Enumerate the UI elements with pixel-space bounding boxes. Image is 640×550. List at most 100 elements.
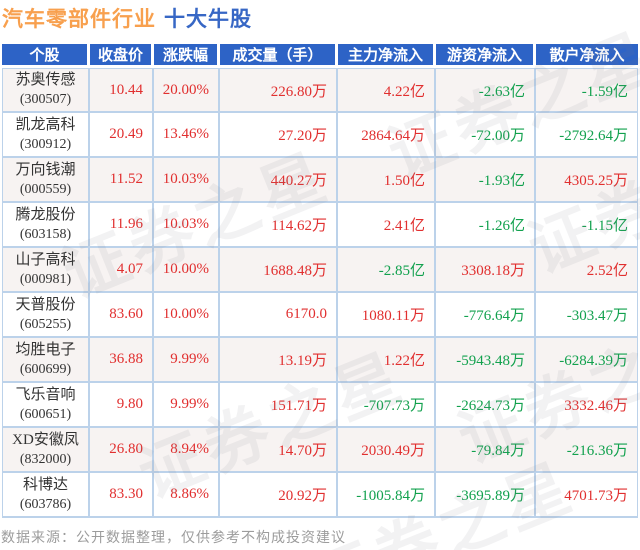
main-inflow-cell: 2864.64万 (338, 113, 436, 158)
change-percent-cell: 10.03% (154, 203, 220, 248)
change-percent-cell: 10.00% (154, 248, 220, 293)
data-source-note: 数据来源：公开数据整理，仅供参考不构成投资建议 (1, 529, 346, 545)
title-suffix: 十大牛股 (164, 8, 252, 31)
volume-cell: 13.19万 (220, 338, 338, 383)
stock-code: (600699) (19, 361, 72, 377)
volume-cell: 440.27万 (220, 158, 338, 203)
retail-inflow-cell: -1.59亿 (536, 68, 638, 113)
stock-cell: 腾龙股份 (603158) (2, 203, 90, 248)
retail-inflow-cell: -6284.39万 (536, 338, 638, 383)
stock-cell: XD安徽凤 (832000) (2, 428, 90, 473)
change-percent-cell: 10.03% (154, 158, 220, 203)
volume-cell: 151.71万 (220, 383, 338, 428)
volume-cell: 20.92万 (220, 473, 338, 518)
stock-code: (605255) (19, 316, 72, 332)
volume-cell: 1688.48万 (220, 248, 338, 293)
main-inflow-cell: 1080.11万 (338, 293, 436, 338)
hotmoney-inflow-cell: -2.63亿 (436, 68, 536, 113)
main-inflow-cell: -1005.84万 (338, 473, 436, 518)
main-inflow-cell: 1.22亿 (338, 338, 436, 383)
col-header-close-price: 收盘价 (90, 44, 154, 68)
stock-code: (600651) (19, 406, 72, 422)
hotmoney-inflow-cell: -776.64万 (436, 293, 536, 338)
stock-code: (000981) (19, 271, 72, 287)
header-row: 个股 收盘价 涨跌幅 成交量（手） 主力净流入 游资净流入 散户净流入 (2, 44, 638, 68)
close-price-cell: 4.07 (90, 248, 154, 293)
retail-inflow-cell: -216.36万 (536, 428, 638, 473)
retail-inflow-cell: 3332.46万 (536, 383, 638, 428)
stock-name: 万向钱潮 (15, 161, 76, 178)
stock-name: 山子高科 (15, 251, 76, 268)
close-price-cell: 83.30 (90, 473, 154, 518)
col-header-retail-inflow: 散户净流入 (536, 44, 638, 68)
hotmoney-inflow-cell: -1.93亿 (436, 158, 536, 203)
stock-name: XD安徽凤 (12, 431, 79, 448)
stock-code: (300912) (19, 136, 72, 152)
stock-code: (603786) (19, 496, 72, 512)
change-percent-cell: 10.00% (154, 293, 220, 338)
stock-code: (832000) (19, 451, 72, 467)
stock-name: 均胜电子 (15, 341, 76, 358)
stock-cell: 科博达 (603786) (2, 473, 90, 518)
table-row: 万向钱潮 (000559) 11.52 10.03% 440.27万 1.50亿… (2, 158, 638, 203)
change-percent-cell: 8.86% (154, 473, 220, 518)
stock-code: (603158) (19, 226, 72, 242)
col-header-volume: 成交量（手） (220, 44, 338, 68)
table-row: 苏奥传感 (300507) 10.44 20.00% 226.80万 4.22亿… (2, 68, 638, 113)
change-percent-cell: 9.99% (154, 338, 220, 383)
hotmoney-inflow-cell: -3695.89万 (436, 473, 536, 518)
stock-cell: 凯龙高科 (300912) (2, 113, 90, 158)
col-header-change-percent: 涨跌幅 (154, 44, 220, 68)
table-row: 山子高科 (000981) 4.07 10.00% 1688.48万 -2.85… (2, 248, 638, 293)
stock-name: 凯龙高科 (15, 116, 76, 133)
stock-name: 苏奥传感 (15, 72, 76, 88)
close-price-cell: 26.80 (90, 428, 154, 473)
stock-cell: 均胜电子 (600699) (2, 338, 90, 383)
col-header-stock: 个股 (2, 44, 90, 68)
stock-name: 天普股份 (15, 296, 76, 313)
retail-inflow-cell: 4701.73万 (536, 473, 638, 518)
table-row: 腾龙股份 (603158) 11.96 10.03% 114.62万 2.41亿… (2, 203, 638, 248)
table-row: 均胜电子 (600699) 36.88 9.99% 13.19万 1.22亿 -… (2, 338, 638, 383)
main-inflow-cell: 2.41亿 (338, 203, 436, 248)
stock-cell: 天普股份 (605255) (2, 293, 90, 338)
stock-code: (300507) (19, 92, 72, 107)
change-percent-cell: 9.99% (154, 383, 220, 428)
volume-cell: 14.70万 (220, 428, 338, 473)
table-row: 科博达 (603786) 83.30 8.86% 20.92万 -1005.84… (2, 473, 638, 518)
change-percent-cell: 13.46% (154, 113, 220, 158)
table-header: 个股 收盘价 涨跌幅 成交量（手） 主力净流入 游资净流入 散户净流入 (2, 44, 638, 68)
volume-cell: 114.62万 (220, 203, 338, 248)
stock-code: (000559) (19, 181, 72, 197)
retail-inflow-cell: 2.52亿 (536, 248, 638, 293)
stock-cell: 万向钱潮 (000559) (2, 158, 90, 203)
close-price-cell: 83.60 (90, 293, 154, 338)
close-price-cell: 20.49 (90, 113, 154, 158)
stock-cell: 苏奥传感 (300507) (2, 68, 90, 113)
retail-inflow-cell: 4305.25万 (536, 158, 638, 203)
main-inflow-cell: 1.50亿 (338, 158, 436, 203)
volume-cell: 226.80万 (220, 68, 338, 113)
main-inflow-cell: 4.22亿 (338, 68, 436, 113)
table-row: XD安徽凤 (832000) 26.80 8.94% 14.70万 2030.4… (2, 428, 638, 473)
close-price-cell: 11.96 (90, 203, 154, 248)
title-industry: 汽车零部件行业 (2, 8, 156, 31)
close-price-cell: 10.44 (90, 68, 154, 113)
retail-inflow-cell: -2792.64万 (536, 113, 638, 158)
hotmoney-inflow-cell: -2624.73万 (436, 383, 536, 428)
retail-inflow-cell: -1.15亿 (536, 203, 638, 248)
hotmoney-inflow-cell: 3308.18万 (436, 248, 536, 293)
hotmoney-inflow-cell: -79.84万 (436, 428, 536, 473)
stock-name: 飞乐音响 (15, 386, 76, 403)
main-inflow-cell: -707.73万 (338, 383, 436, 428)
table-row: 天普股份 (605255) 83.60 10.00% 6170.0 1080.1… (2, 293, 638, 338)
col-header-hotmoney-inflow: 游资净流入 (436, 44, 536, 68)
stock-cell: 飞乐音响 (600651) (2, 383, 90, 428)
main-inflow-cell: 2030.49万 (338, 428, 436, 473)
change-percent-cell: 8.94% (154, 428, 220, 473)
change-percent-cell: 20.00% (154, 68, 220, 113)
top-stocks-table: 个股 收盘价 涨跌幅 成交量（手） 主力净流入 游资净流入 散户净流入 苏奥传感… (2, 44, 638, 518)
stock-name: 科博达 (22, 476, 68, 493)
hotmoney-inflow-cell: -5943.48万 (436, 338, 536, 383)
table-row: 飞乐音响 (600651) 9.80 9.99% 151.71万 -707.73… (2, 383, 638, 428)
